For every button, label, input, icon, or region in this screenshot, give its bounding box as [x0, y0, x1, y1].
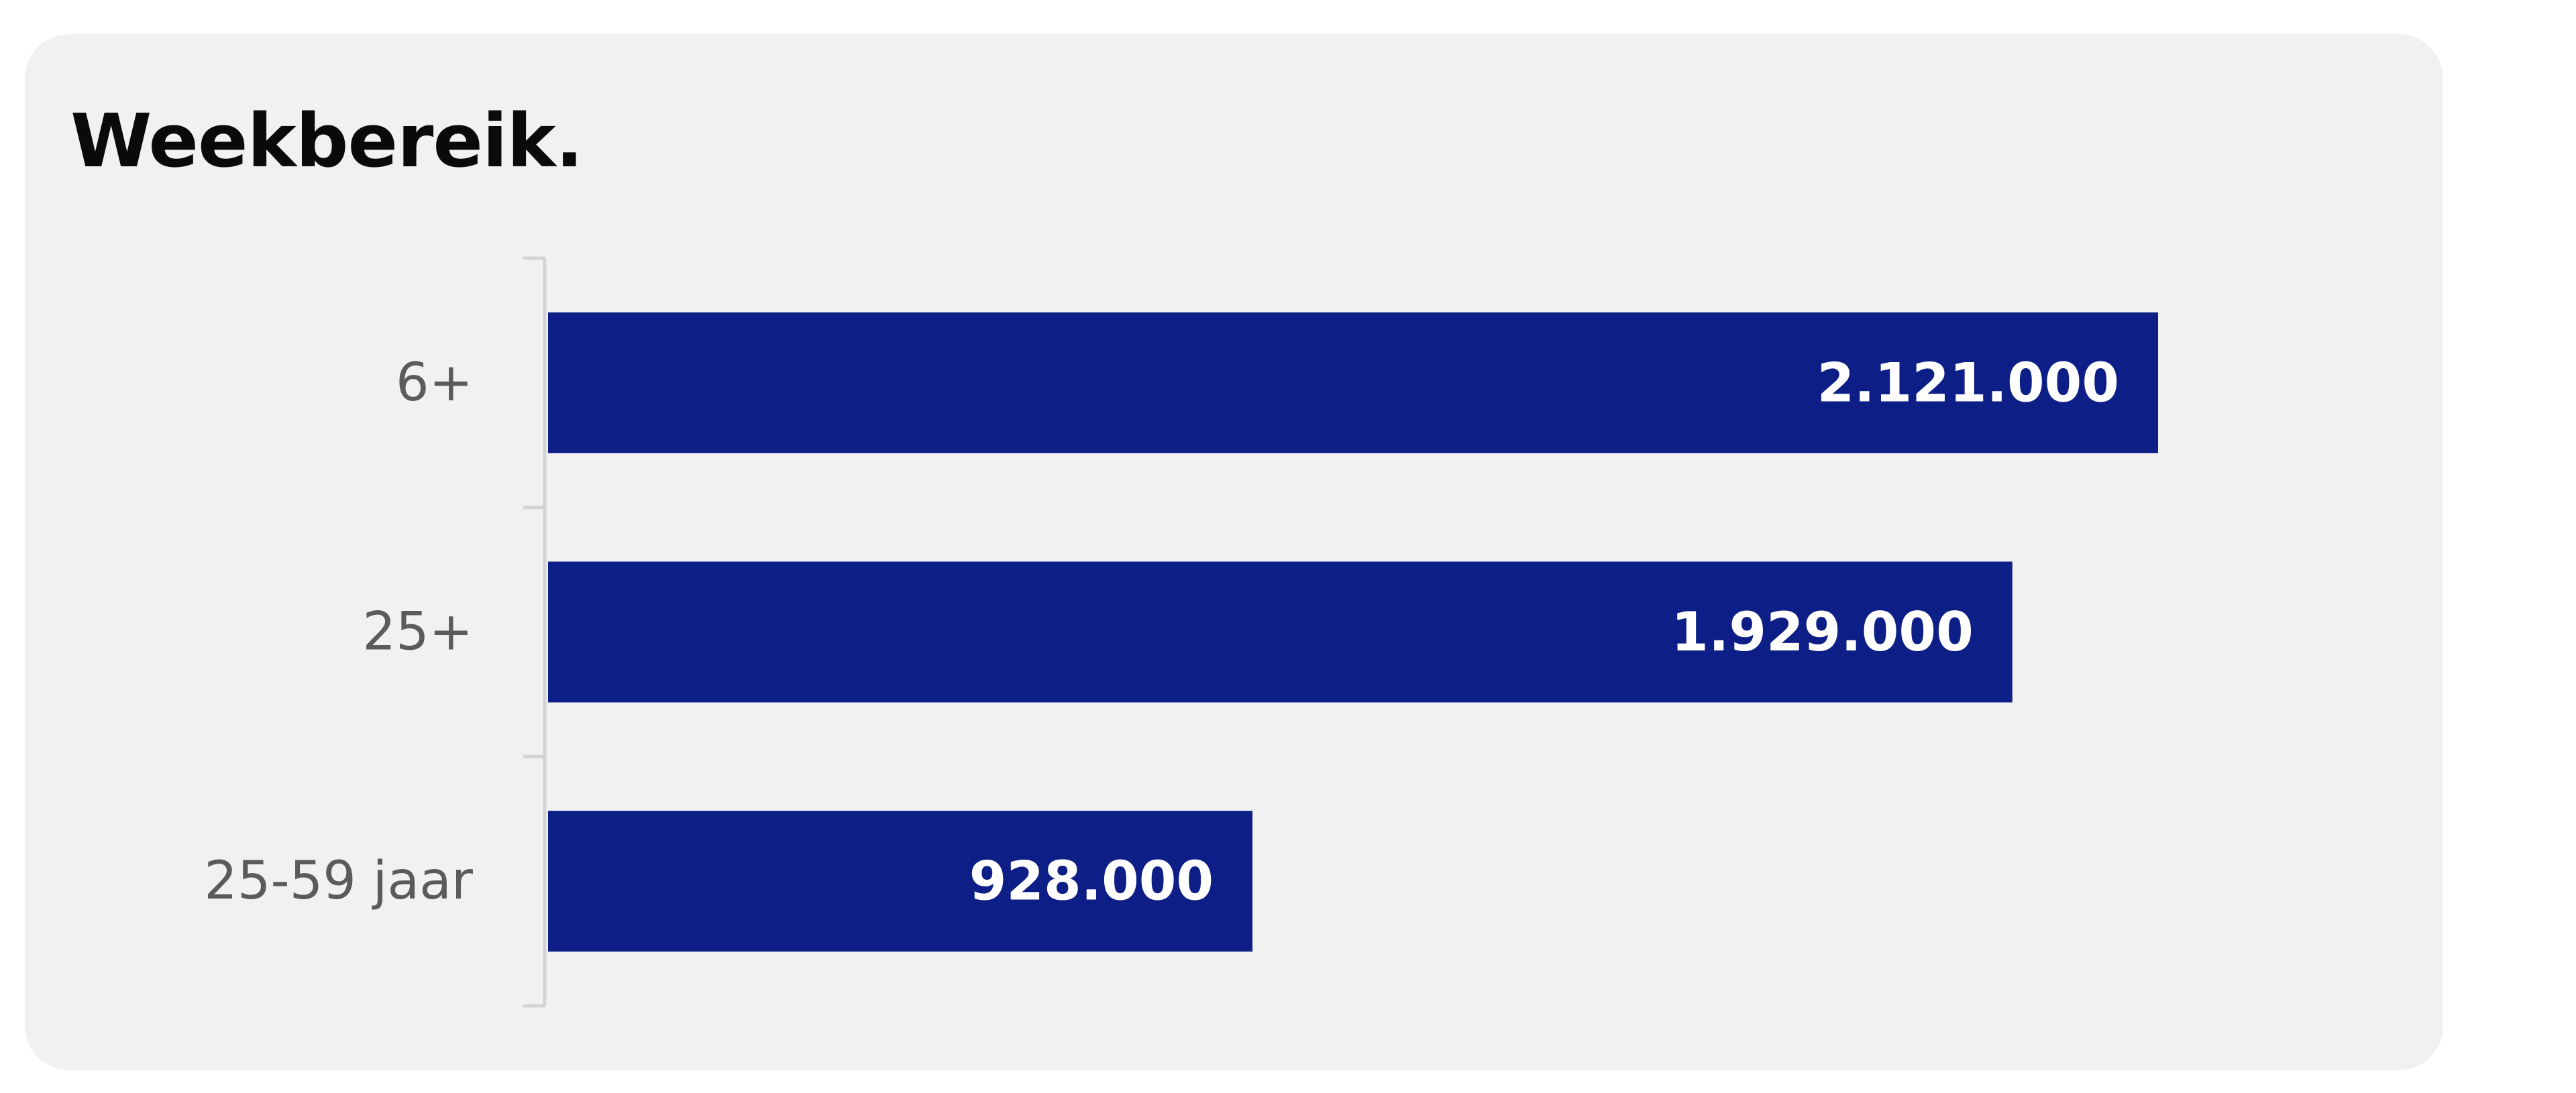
category-label: 6+ [396, 353, 473, 413]
category-label: 25+ [362, 602, 473, 663]
chart-title: Weekbereik. [70, 98, 584, 184]
labels: 6+ 2.121.000 25+ 1.929.000 25-59 jaar 928.000 [204, 351, 2119, 912]
bar-0 [548, 312, 2158, 453]
bar-1 [548, 561, 2012, 703]
value-label: 2.121.000 [1817, 351, 2119, 414]
category-label: 25-59 jaar [204, 851, 474, 911]
bars [548, 312, 2158, 952]
value-label: 928.000 [969, 850, 1214, 913]
bar-2 [548, 811, 1253, 952]
category-axis [523, 256, 547, 1008]
value-label: 1.929.000 [1671, 601, 1973, 663]
